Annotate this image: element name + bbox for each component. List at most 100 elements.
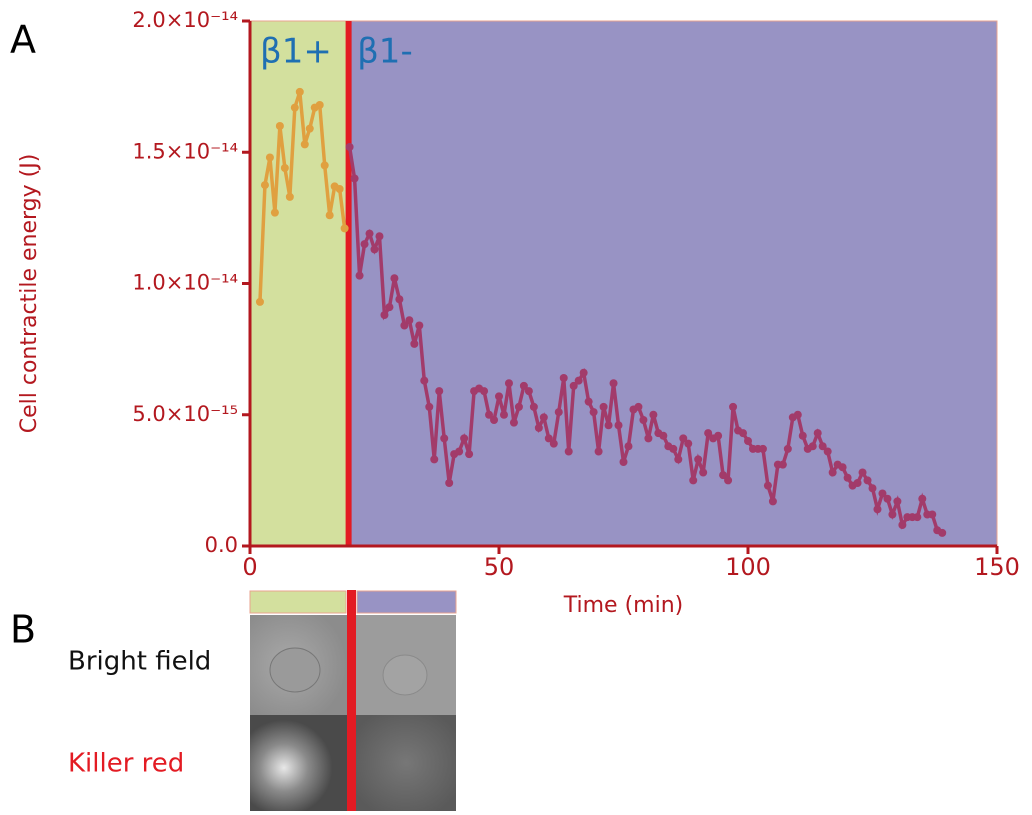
x-tick-label: 0	[242, 553, 257, 581]
cell	[269, 647, 321, 693]
data-point	[893, 497, 902, 506]
data-point	[574, 376, 583, 385]
data-point	[559, 374, 568, 382]
y-tick-label: 1.5×10⁻¹⁴	[132, 139, 238, 163]
data-point	[838, 463, 847, 472]
data-point	[519, 381, 528, 390]
data-point	[768, 497, 777, 506]
y-tick-label: 0.0	[205, 533, 238, 557]
data-point	[918, 494, 927, 503]
data-point	[509, 418, 518, 427]
data-point	[858, 468, 867, 477]
data-point	[445, 479, 454, 487]
data-point	[504, 379, 513, 388]
x-tick-label: 100	[725, 553, 771, 581]
data-point	[490, 416, 499, 424]
data-point	[400, 321, 409, 330]
data-point	[868, 484, 877, 493]
data-point	[370, 245, 379, 254]
data-point	[485, 410, 494, 419]
data-point	[405, 316, 414, 325]
data-point	[395, 295, 404, 304]
data-point	[275, 122, 284, 130]
data-point	[758, 444, 767, 453]
panel-label: B	[10, 608, 36, 652]
data-point	[659, 431, 668, 440]
data-point	[928, 510, 937, 519]
x-tick-label: 50	[484, 553, 515, 581]
data-point	[853, 479, 862, 487]
panel-label: A	[10, 18, 36, 62]
span-label: β1-	[357, 32, 413, 72]
data-point	[888, 510, 897, 519]
data-point	[280, 164, 289, 172]
span	[346, 20, 998, 547]
data-point	[415, 321, 424, 330]
cell	[382, 654, 428, 696]
data-point	[619, 458, 628, 466]
data-point	[589, 408, 598, 417]
data-point	[390, 274, 399, 283]
data-point	[669, 444, 678, 453]
data-point	[430, 455, 439, 464]
data-point	[355, 271, 364, 280]
data-point	[719, 471, 728, 480]
data-point	[739, 429, 748, 438]
data-point	[435, 387, 444, 396]
row-label: Killer red	[68, 749, 184, 779]
data-point	[340, 224, 349, 233]
data-point	[828, 468, 837, 477]
data-point	[938, 528, 947, 537]
data-point	[699, 468, 708, 477]
data-point	[365, 229, 374, 238]
data-point	[793, 410, 802, 419]
data-point	[499, 410, 508, 419]
condition-strip	[249, 590, 347, 614]
data-point	[315, 101, 324, 109]
data-point	[420, 376, 429, 385]
data-point	[778, 460, 787, 469]
image-panel	[250, 715, 347, 811]
data-point	[694, 455, 703, 464]
data-point	[689, 476, 698, 485]
data-point	[514, 402, 523, 411]
data-point	[285, 192, 294, 201]
data-point	[380, 311, 389, 319]
data-point	[649, 410, 658, 419]
data-point	[295, 87, 304, 96]
data-point	[679, 434, 688, 443]
data-point	[724, 476, 733, 485]
data-point	[360, 240, 369, 249]
x-axis-label: Time (min)	[563, 593, 684, 618]
data-point	[549, 439, 558, 448]
data-point	[495, 392, 503, 401]
data-point	[569, 381, 578, 390]
y-tick-label: 2.0×10⁻¹⁴	[132, 8, 238, 32]
data-point	[300, 140, 309, 149]
data-point	[564, 447, 573, 456]
data-point	[873, 505, 882, 514]
data-point	[440, 434, 449, 443]
data-point	[335, 185, 344, 193]
data-point	[455, 447, 464, 456]
data-point	[265, 153, 274, 162]
data-point	[818, 442, 827, 451]
data-point	[290, 103, 299, 112]
data-point	[460, 434, 469, 443]
data-point	[255, 297, 264, 306]
condition-strip	[356, 590, 457, 614]
data-point	[465, 450, 474, 459]
data-point	[729, 402, 738, 411]
data-point	[624, 442, 633, 451]
span-label: β1+	[260, 32, 332, 72]
y-tick-label: 5.0×10⁻¹⁵	[132, 402, 238, 426]
data-point	[863, 476, 872, 485]
data-point	[270, 208, 279, 217]
data-point	[604, 421, 613, 430]
data-point	[579, 368, 588, 377]
separator	[347, 590, 356, 811]
data-point	[410, 339, 419, 348]
data-point	[704, 429, 713, 438]
